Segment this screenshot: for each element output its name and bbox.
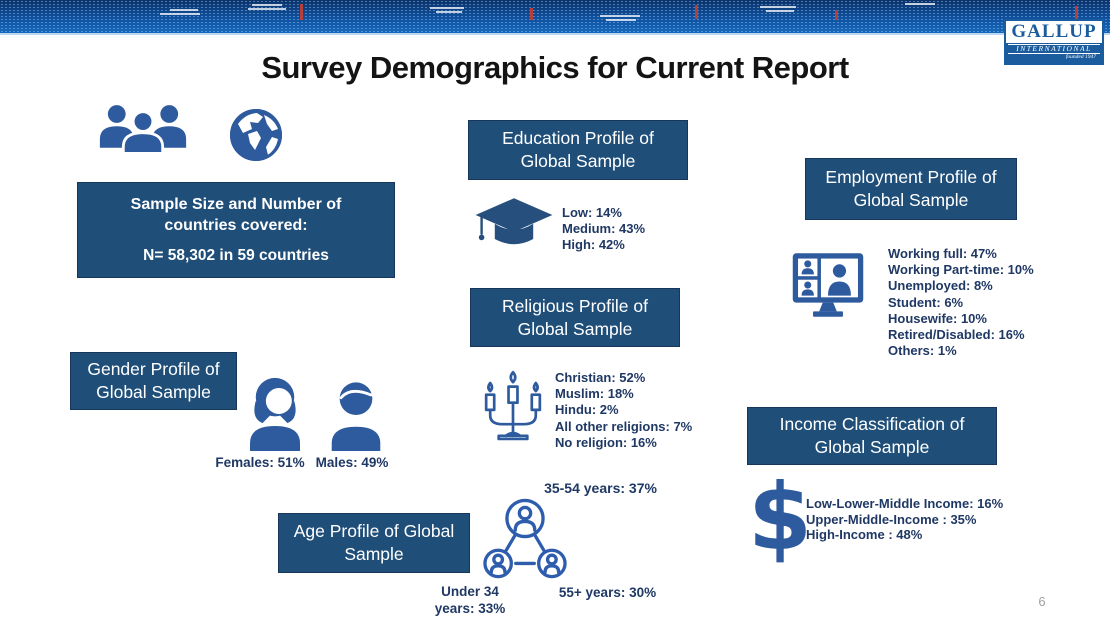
sample-size-value: N= 58,302 in 59 countries — [143, 247, 329, 265]
employment-stat: Retired/Disabled: 16% — [888, 327, 1025, 343]
page-number: 6 — [1038, 594, 1046, 609]
dollar-sign-icon: $ — [748, 464, 813, 571]
employment-stat: Unemployed: 8% — [888, 278, 993, 294]
religion-stat: Muslim: 18% — [555, 386, 634, 402]
employment-profile-header: Employment Profile of Global Sample — [805, 158, 1017, 220]
income-stat: Upper-Middle-Income : 35% — [806, 511, 977, 527]
education-stat: Medium: 43% — [562, 221, 646, 237]
religion-stat: Hindu: 2% — [555, 402, 619, 418]
sample-size-heading: Sample Size and Number of countries cove… — [130, 195, 342, 234]
globe-icon — [230, 109, 282, 161]
education-stats: Low: 14% Medium: 43% High: 42% — [562, 205, 712, 254]
income-classification-header: Income Classification of Global Sample — [747, 407, 997, 465]
income-stat: Low-Lower-Middle Income: 16% — [806, 496, 1004, 511]
employment-stat: Working full: 47% — [888, 246, 997, 261]
age-profile-header: Age Profile of Global Sample — [278, 513, 470, 573]
religion-stats: Christian: 52% Muslim: 18% Hindu: 2% All… — [555, 370, 730, 451]
people-network-icon — [483, 498, 567, 579]
gender-profile-header: Gender Profile of Global Sample — [70, 352, 237, 410]
sample-size-box: Sample Size and Number of countries cove… — [77, 182, 395, 278]
religion-stat: All other religions: 7% — [555, 418, 693, 434]
religion-stat: No religion: 16% — [555, 434, 657, 450]
gallup-international-logo: GALLUP INTERNATIONAL founded 1947 — [1004, 19, 1104, 65]
logo-name: GALLUP — [1011, 21, 1097, 43]
education-stat: High: 42% — [562, 237, 625, 253]
males-label: Males: 49% — [315, 455, 389, 470]
male-person-icon — [331, 382, 381, 451]
logo-band: INTERNATIONAL founded 1947 — [1006, 42, 1102, 63]
age-35-54-label: 35-54 years: 37% — [544, 480, 657, 496]
females-label: Females: 51% — [215, 455, 305, 470]
employment-stat: Student: 6% — [888, 294, 964, 310]
logo-subtitle: INTERNATIONAL — [1008, 43, 1100, 54]
religious-profile-header: Religious Profile of Global Sample — [470, 288, 680, 347]
employment-stat: Others: 1% — [888, 343, 957, 359]
income-stats: Low-Lower-Middle Income: 16% Upper-Middl… — [806, 496, 1026, 543]
religion-stat: Christian: 52% — [555, 370, 646, 385]
education-stat: Low: 14% — [562, 205, 622, 220]
income-stat: High-Income : 48% — [806, 527, 923, 543]
age-under-34-label: Under 34 years: 33% — [434, 584, 506, 616]
graduation-cap-icon — [475, 198, 553, 245]
video-call-monitor-icon — [792, 253, 864, 317]
employment-stat: Working Part-time: 10% — [888, 262, 1034, 278]
candelabra-icon — [484, 370, 542, 441]
female-person-icon — [250, 377, 300, 451]
age-55-plus-label: 55+ years: 30% — [558, 585, 657, 600]
employment-stats: Working full: 47% Working Part-time: 10%… — [888, 246, 1098, 359]
education-profile-header: Education Profile of Global Sample — [468, 120, 688, 180]
logo-tagline: founded 1947 — [1065, 53, 1096, 60]
employment-stat: Housewife: 10% — [888, 310, 987, 326]
people-group-icon — [99, 105, 187, 155]
world-map-banner — [0, 0, 1110, 35]
page-title: Survey Demographics for Current Report — [261, 50, 849, 85]
